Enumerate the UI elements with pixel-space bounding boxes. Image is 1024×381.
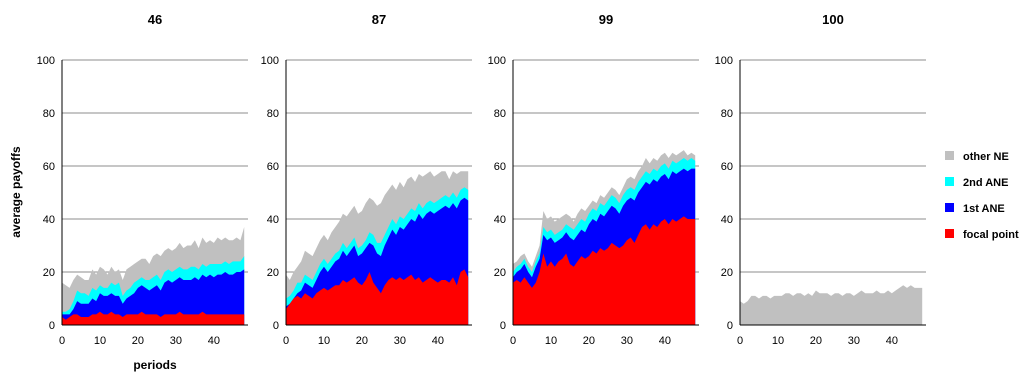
legend-swatch (945, 177, 954, 186)
legend-label: 2nd ANE (963, 177, 1008, 189)
x-tick-label: 40 (208, 335, 220, 347)
legend-swatch (945, 229, 954, 238)
x-tick-label: 30 (394, 335, 406, 347)
panel-title: 46 (148, 12, 162, 27)
y-tick-label: 60 (43, 161, 55, 173)
x-tick-label: 0 (283, 335, 289, 347)
y-tick-label: 100 (37, 55, 55, 67)
x-tick-label: 20 (810, 335, 822, 347)
y-tick-label: 40 (721, 214, 733, 226)
y-tick-label: 0 (273, 320, 279, 332)
y-tick-label: 20 (43, 267, 55, 279)
y-tick-label: 80 (43, 108, 55, 120)
x-tick-label: 10 (545, 335, 557, 347)
y-tick-label: 40 (43, 214, 55, 226)
focal-point-area (286, 269, 469, 325)
y-tick-label: 60 (721, 161, 733, 173)
y-tick-label: 100 (715, 55, 733, 67)
y-tick-label: 60 (267, 161, 279, 173)
focal-point-area (62, 311, 245, 325)
x-tick-label: 20 (356, 335, 368, 347)
x-tick-label: 40 (432, 335, 444, 347)
first-ane-area (62, 269, 245, 325)
y-tick-label: 60 (494, 161, 506, 173)
y-tick-label: 20 (267, 267, 279, 279)
other-ne-area (740, 285, 923, 325)
x-tick-label: 30 (170, 335, 182, 347)
legend-label: other NE (963, 151, 1009, 163)
x-tick-label: 30 (848, 335, 860, 347)
y-tick-label: 0 (500, 320, 506, 332)
y-tick-label: 100 (488, 55, 506, 67)
legend-label: 1st ANE (963, 203, 1005, 215)
panel-title: 100 (822, 12, 844, 27)
x-tick-label: 10 (94, 335, 106, 347)
focal-point-area (513, 216, 696, 325)
y-tick-label: 80 (267, 108, 279, 120)
x-tick-label: 10 (772, 335, 784, 347)
y-tick-label: 20 (494, 267, 506, 279)
y-tick-label: 40 (494, 214, 506, 226)
legend-swatch (945, 203, 954, 212)
y-tick-label: 80 (721, 108, 733, 120)
y-tick-label: 100 (261, 55, 279, 67)
panel-title: 99 (599, 12, 613, 27)
x-tick-label: 10 (318, 335, 330, 347)
x-tick-label: 20 (132, 335, 144, 347)
panel-title: 87 (372, 12, 386, 27)
x-tick-label: 40 (659, 335, 671, 347)
x-tick-label: 40 (886, 335, 898, 347)
y-tick-label: 0 (49, 320, 55, 332)
x-tick-label: 0 (510, 335, 516, 347)
y-axis-title: average payoffs (9, 146, 23, 238)
legend-swatch (945, 151, 954, 160)
x-tick-label: 30 (621, 335, 633, 347)
legend-label: focal point (963, 229, 1019, 241)
y-tick-label: 0 (727, 320, 733, 332)
x-tick-label: 0 (737, 335, 743, 347)
x-tick-label: 20 (583, 335, 595, 347)
x-tick-label: 0 (59, 335, 65, 347)
y-tick-label: 80 (494, 108, 506, 120)
y-tick-label: 20 (721, 267, 733, 279)
y-tick-label: 40 (267, 214, 279, 226)
x-axis-title: periods (133, 358, 177, 372)
